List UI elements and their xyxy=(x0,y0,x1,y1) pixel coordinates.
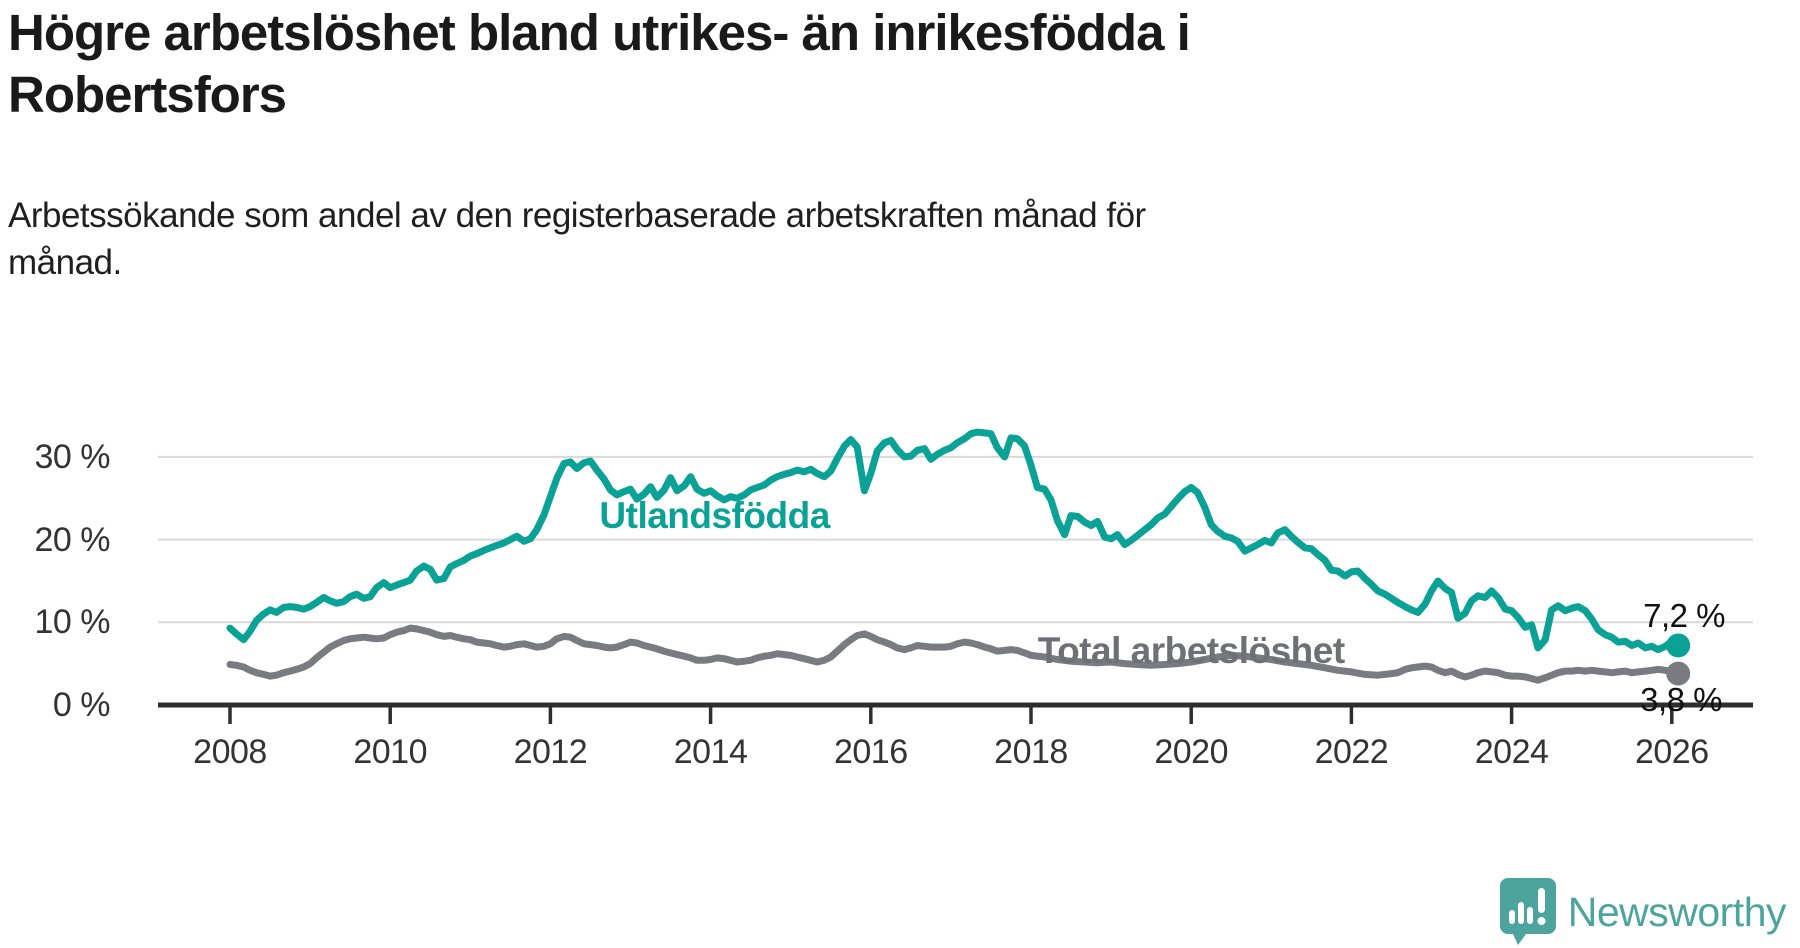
newsworthy-branding: Newsworthy xyxy=(1499,878,1787,946)
x-tick-label: 2008 xyxy=(193,733,267,771)
x-tick-label: 2026 xyxy=(1634,733,1709,771)
newsworthy-logo-icon xyxy=(1499,878,1556,945)
series-label-utlandsfodda: Utlandsfödda xyxy=(599,495,830,537)
title-line-1: Högre arbetslöshet bland utrikes- än inr… xyxy=(8,4,1191,61)
y-tick-label: 0 % xyxy=(52,686,111,724)
x-tick-label: 2016 xyxy=(833,733,908,771)
x-tick-label: 2010 xyxy=(353,733,428,771)
series-line-utlandsfodda xyxy=(226,428,1682,654)
x-tick-label: 2024 xyxy=(1474,733,1549,771)
series-label-total-arbetsloshet: Total arbetslöshet xyxy=(1037,630,1345,672)
y-tick-label: 20 % xyxy=(34,520,111,559)
page-title: Högre arbetslöshet bland utrikes- än inr… xyxy=(8,2,1191,126)
x-tick-label: 2020 xyxy=(1154,733,1229,771)
x-tick-label: 2014 xyxy=(673,733,748,771)
title-line-2: Robertsfors xyxy=(8,66,287,124)
end-value-label-utlandsfodda: 7,2 % xyxy=(1643,597,1725,635)
x-tick-label: 2012 xyxy=(513,733,588,771)
y-tick-label: 10 % xyxy=(34,603,111,642)
series-line-total xyxy=(226,624,1682,684)
chart-subtitle: Arbetssökande som andel av den registerb… xyxy=(8,192,1146,287)
end-value-label-total: 3,8 % xyxy=(1640,680,1722,718)
end-dot-utlandsfodda xyxy=(1666,633,1691,658)
newsworthy-logo-text: Newsworthy xyxy=(1567,888,1787,935)
x-tick-label: 2018 xyxy=(994,733,1068,771)
subtitle-line-2: månad. xyxy=(8,243,122,283)
x-tick-label: 2022 xyxy=(1314,733,1389,771)
subtitle-line-1: Arbetssökande som andel av den registerb… xyxy=(8,196,1146,235)
end-dot-total xyxy=(1666,661,1691,686)
y-tick-label: 30 % xyxy=(34,437,111,476)
